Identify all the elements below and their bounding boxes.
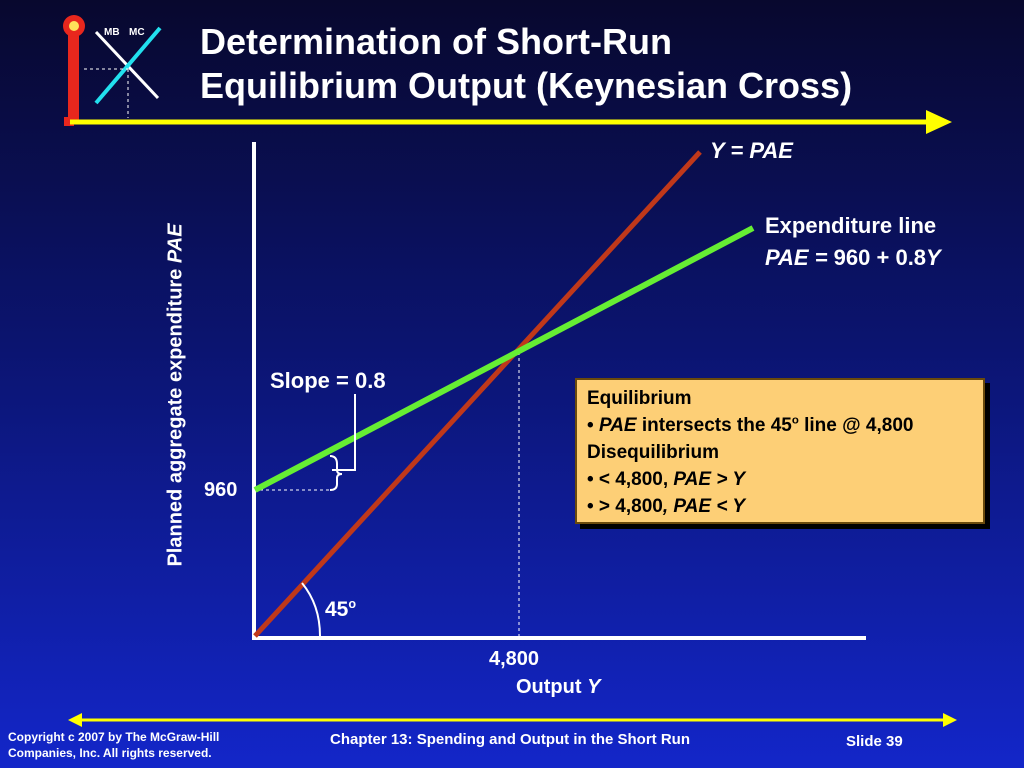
x-axis-text: Output — [516, 676, 588, 698]
equation-text: 960 + 0.8 — [827, 245, 927, 270]
equilibrium-x-label: 4,800 — [489, 648, 540, 670]
page-title: Determination of Short-Run Equilibrium O… — [200, 20, 1000, 108]
logo-mb-label: MB — [104, 27, 120, 38]
slide-number: Slide 39 — [846, 733, 903, 750]
info-item-above: • > 4,800, PAE < Y — [587, 493, 983, 520]
slope-indicator — [332, 394, 356, 471]
info-item-intersect: • PAE intersects the 45o line @ 4,800 — [587, 412, 983, 439]
info-bullet: • — [587, 415, 599, 436]
top-rule-arrowhead — [926, 110, 952, 134]
y-axis-label: Planned aggregate expenditure PAE — [165, 223, 188, 566]
chapter-label: Chapter 13: Spending and Output in the S… — [330, 731, 690, 748]
intercept-label: 960 — [204, 479, 238, 501]
slope-label: Slope = 0.8 — [270, 368, 386, 393]
expenditure-line-title: Expenditure line — [765, 213, 937, 238]
equation-pae: PAE = — [765, 245, 828, 270]
info-heading-equilibrium: Equilibrium — [587, 388, 692, 409]
info-item2-var: PAE > Y — [673, 469, 746, 490]
footer-rule — [68, 713, 957, 727]
info-item2-text: • < 4,800, — [587, 469, 674, 490]
footer-arrow-left — [68, 713, 82, 727]
expenditure-line — [253, 225, 755, 493]
info-pae: PAE — [598, 415, 637, 436]
logo-mc-label: MC — [129, 27, 145, 38]
logo-graphic — [63, 15, 952, 134]
info-item-below: • < 4,800, PAE > Y — [587, 466, 983, 493]
angle-degree: o — [348, 597, 357, 611]
y-axis-text: Planned aggregate expenditure — [164, 263, 187, 567]
info-item3-var: , PAE < Y — [662, 496, 746, 517]
info-degree: o — [791, 414, 799, 427]
footer-arrow-right — [943, 713, 957, 727]
copyright-line-2: Companies, Inc. All rights reserved. — [8, 746, 212, 760]
copyright-line-1: Copyright c 2007 by The McGraw-Hill — [8, 730, 220, 744]
logo-axes — [63, 15, 85, 126]
info-heading-disequilibrium: Disequilibrium — [587, 442, 719, 463]
info-item1-text: intersects the 45 — [636, 415, 792, 436]
title-line-1: Determination of Short-Run — [200, 21, 672, 62]
angle-arc — [301, 582, 321, 637]
slope-brace — [329, 455, 343, 491]
expenditure-line-equation: PAE = 960 + 0.8Y — [765, 245, 941, 271]
copyright: Copyright c 2007 by The McGraw-Hill Comp… — [8, 729, 219, 761]
y-axis-var: PAE — [164, 223, 187, 264]
angle-value: 45 — [325, 598, 349, 621]
equilibrium-info-box: Equilibrium • PAE intersects the 45o lin… — [575, 378, 985, 524]
diagonal-line — [253, 150, 702, 638]
x-axis-label: Output Y — [516, 676, 600, 699]
info-item3-text: • > 4,800 — [587, 496, 663, 517]
logo-mc-line — [94, 26, 162, 105]
diagonal-line-label: Y = PAE — [710, 138, 793, 163]
info-item1-tail: line @ 4,800 — [798, 415, 914, 436]
angle-label: 45o — [325, 598, 356, 622]
title-line-2: Equilibrium Output (Keynesian Cross) — [200, 65, 853, 106]
equation-y: Y — [926, 245, 941, 270]
x-axis-var: Y — [587, 676, 601, 698]
